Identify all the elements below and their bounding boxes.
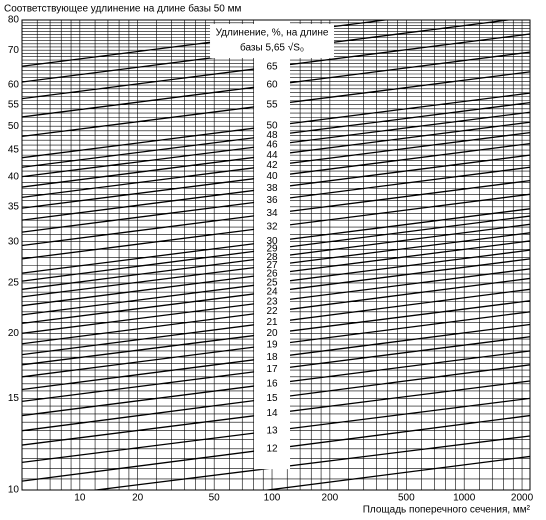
y-tick-label: 30	[8, 236, 20, 247]
y-tick-label: 45	[8, 145, 20, 156]
line-label: 48	[266, 130, 278, 141]
plot-frame	[21, 19, 531, 491]
column-header: базы 5,65 √S₀	[240, 42, 304, 54]
line-label: 23	[266, 296, 278, 307]
x-tick-label: 1000	[453, 493, 476, 504]
line-label: 15	[266, 393, 278, 404]
line-label: 44	[266, 150, 278, 161]
column-header: Удлинение, %, на длине	[216, 28, 329, 39]
line-label: 18	[266, 352, 278, 363]
line-label: 60	[266, 80, 278, 91]
line-label: 29	[266, 244, 278, 255]
x-axis-label: Площадь поперечного сечения, мм²	[363, 505, 531, 516]
y-tick-label: 70	[8, 45, 20, 56]
x-tick-label: 20	[132, 493, 144, 504]
line-label: 24	[266, 286, 278, 297]
x-tick-label: 2000	[511, 493, 534, 504]
line-label: 25	[266, 278, 278, 289]
line-label: 65	[266, 61, 278, 72]
y-tick-label: 25	[8, 278, 20, 289]
header-box	[210, 24, 335, 58]
y-tick-label: 80	[8, 15, 20, 26]
line-label: 40	[266, 171, 278, 182]
line-label: 17	[266, 364, 278, 375]
y-tick-label: 20	[8, 328, 20, 339]
elongation-line	[262, 455, 530, 490]
line-label: 16	[266, 378, 278, 389]
y-tick-label: 10	[8, 485, 20, 496]
line-label: 26	[266, 268, 278, 279]
line-label: 34	[266, 208, 278, 219]
line-label: 27	[266, 260, 278, 271]
y-tick-label: 60	[8, 80, 20, 91]
line-label: 32	[266, 222, 278, 233]
line-label: 19	[266, 339, 278, 350]
line-label: 14	[266, 408, 278, 419]
chart-title: Соответствующее удлинение на длине базы …	[4, 3, 242, 15]
line-label: 50	[266, 121, 278, 132]
x-tick-label: 10	[74, 493, 86, 504]
y-tick-label: 15	[8, 393, 20, 404]
line-label: 42	[266, 160, 278, 171]
line-label: 46	[266, 140, 278, 151]
x-tick-label: 100	[264, 493, 281, 504]
line-label: 13	[266, 426, 278, 437]
line-label: 12	[266, 444, 278, 455]
x-tick-label: 200	[322, 493, 339, 504]
y-tick-label: 35	[8, 201, 20, 212]
y-tick-label: 50	[8, 121, 20, 132]
line-label: 22	[266, 306, 278, 317]
y-tick-label: 55	[8, 99, 20, 110]
line-label: 20	[266, 328, 278, 339]
y-tick-label: 40	[8, 171, 20, 182]
line-label: 21	[266, 317, 278, 328]
line-label: 55	[266, 99, 278, 110]
overlay: Удлинение, %, на длине базы 5,65 √S₀ 12 13 1…	[8, 15, 534, 504]
x-tick-label: 500	[398, 493, 415, 504]
x-tick-label: 50	[209, 493, 221, 504]
line-label: 36	[266, 195, 278, 206]
line-label: 30	[266, 236, 278, 247]
label-column	[254, 20, 291, 470]
line-label: 28	[266, 252, 278, 263]
line-label: 38	[266, 183, 278, 194]
